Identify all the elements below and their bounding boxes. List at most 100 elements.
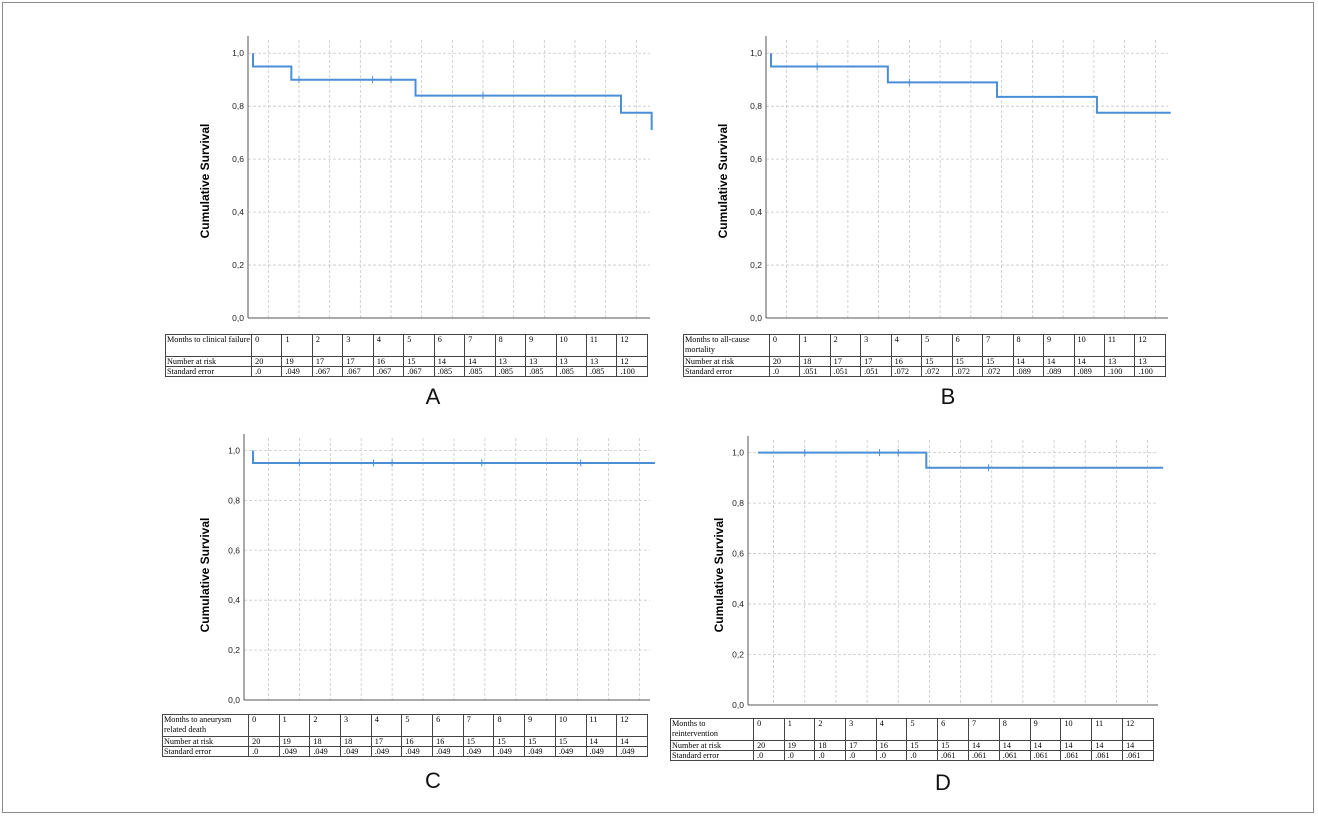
- table-cell: 11: [1091, 718, 1124, 741]
- table-cell: .0: [783, 750, 816, 761]
- table-cell: 14: [1043, 356, 1075, 367]
- table-cell: 15: [524, 736, 556, 747]
- table-cell: 0: [768, 334, 801, 357]
- table-cell: 14: [967, 740, 1000, 751]
- y-tick-label: 1,0: [232, 48, 244, 58]
- table-cell: 15: [493, 736, 526, 747]
- y-tick-label: 0,0: [228, 695, 240, 705]
- table-cell: 15: [982, 356, 1014, 367]
- y-tick-label: 0,6: [228, 545, 240, 555]
- table-cell: 14: [1091, 740, 1124, 751]
- panel-letter: C: [425, 768, 441, 793]
- y-tick-label: 1,0: [732, 448, 744, 458]
- y-tick-label: 0,0: [750, 313, 762, 323]
- table-cell: .049: [524, 746, 556, 757]
- table-cell: 0: [251, 334, 283, 357]
- table-cell: .085: [555, 366, 588, 377]
- y-tick-label: 0,6: [232, 154, 244, 164]
- table-cell: .089: [1073, 366, 1106, 377]
- table-cell: .100: [1134, 366, 1166, 377]
- table-cell: .0: [906, 750, 939, 761]
- table-cell: 14: [616, 736, 648, 747]
- table-cell: 9: [524, 714, 556, 737]
- table-cell: 6: [937, 718, 969, 741]
- table-cell: .100: [616, 366, 648, 377]
- table-cell: 16: [372, 356, 405, 367]
- table-cell: 14: [1012, 356, 1045, 367]
- table-cell: 14: [1029, 740, 1062, 751]
- km-plot: 1,0 0,8 0,6 0,4 0,2 0,0: [750, 36, 1171, 323]
- table-cell: 17: [829, 356, 862, 367]
- table-cell: 19: [281, 356, 313, 367]
- table-cell: 14: [585, 736, 618, 747]
- table-cell: 3: [340, 714, 372, 737]
- table-cell: 18: [814, 740, 847, 751]
- table-cell: 17: [860, 356, 892, 367]
- table-cell: 13: [1134, 356, 1166, 367]
- table-cell: 2: [311, 334, 344, 357]
- table-cell: .085: [525, 366, 557, 377]
- table-cell: 16: [875, 740, 908, 751]
- table-cell: 15: [937, 740, 969, 751]
- table-cell: 7: [462, 714, 495, 737]
- table-cell: 14: [1073, 356, 1106, 367]
- table-cell: 12: [1122, 718, 1154, 741]
- y-tick-label: 0,8: [232, 101, 244, 111]
- y-tick-label: 0,6: [732, 549, 744, 559]
- table-cell: 6: [432, 714, 464, 737]
- table-cell: 12: [616, 356, 648, 367]
- table-cell: 1: [278, 714, 311, 737]
- table-cell: 15: [921, 356, 953, 367]
- table-cell: 20: [753, 740, 785, 751]
- table-cell: 15: [554, 736, 587, 747]
- table-cell: .067: [372, 366, 405, 377]
- table-cell: 14: [998, 740, 1031, 751]
- table-cell: 12: [616, 334, 648, 357]
- table-cell: .072: [951, 366, 984, 377]
- table-cell: .085: [433, 366, 466, 377]
- table-cell: 5: [401, 714, 434, 737]
- y-tick-label: 0,2: [232, 260, 244, 270]
- months-row: Months to all-cause mortality 0 1 2 3 4 5 6 7 8 9 1…: [683, 334, 1166, 357]
- survival-curve: [770, 53, 1171, 114]
- table-cell: .049: [370, 746, 403, 757]
- table-cell: 10: [555, 334, 588, 357]
- table-cell: 9: [525, 334, 557, 357]
- survival-curve: [252, 450, 655, 464]
- table-cell: 20: [768, 356, 801, 367]
- table-cell: .0: [251, 366, 283, 377]
- table-cell: .051: [860, 366, 892, 377]
- table-cell: 18: [799, 356, 831, 367]
- table-cell: 0: [753, 718, 785, 741]
- table-cell: .100: [1103, 366, 1136, 377]
- table-cell: 18: [309, 736, 342, 747]
- table-cell: .049: [432, 746, 464, 757]
- table-cell: .0: [845, 750, 877, 761]
- table-cell: .089: [1043, 366, 1075, 377]
- panel-b: Cumulative Survival 1,0 0,8 0,6 0,4 0,2 0,0 M…: [678, 28, 1171, 418]
- table-cell: 9: [1029, 718, 1062, 741]
- table-cell: .0: [814, 750, 847, 761]
- table-cell: 8: [494, 334, 527, 357]
- table-cell: 0: [248, 714, 280, 737]
- table-cell: .061: [967, 750, 1000, 761]
- y-tick-label: 0,4: [732, 599, 744, 609]
- months-row: Months to aneurysm related death 0 1 2 3 4 5 6 7…: [161, 714, 648, 737]
- table-cell: 19: [783, 740, 816, 751]
- row-header: Number at risk: [161, 736, 250, 747]
- row-header: Months to aneurysm related death: [161, 714, 250, 737]
- table-cell: 6: [433, 334, 466, 357]
- table-cell: 13: [525, 356, 557, 367]
- table-cell: 11: [1103, 334, 1136, 357]
- table-cell: 11: [585, 714, 618, 737]
- table-cell: .051: [829, 366, 862, 377]
- table-cell: 5: [403, 334, 435, 357]
- table-cell: 20: [251, 356, 283, 367]
- table-cell: .049: [281, 366, 313, 377]
- table-cell: 10: [1073, 334, 1106, 357]
- months-row: Months to reintervention 0 1 2 3 4 5 6 7 8 9 10 11 12: [669, 718, 1154, 741]
- row-header: Standard error: [669, 750, 755, 761]
- table-cell: 5: [906, 718, 939, 741]
- y-tick-label: 0,8: [732, 498, 744, 508]
